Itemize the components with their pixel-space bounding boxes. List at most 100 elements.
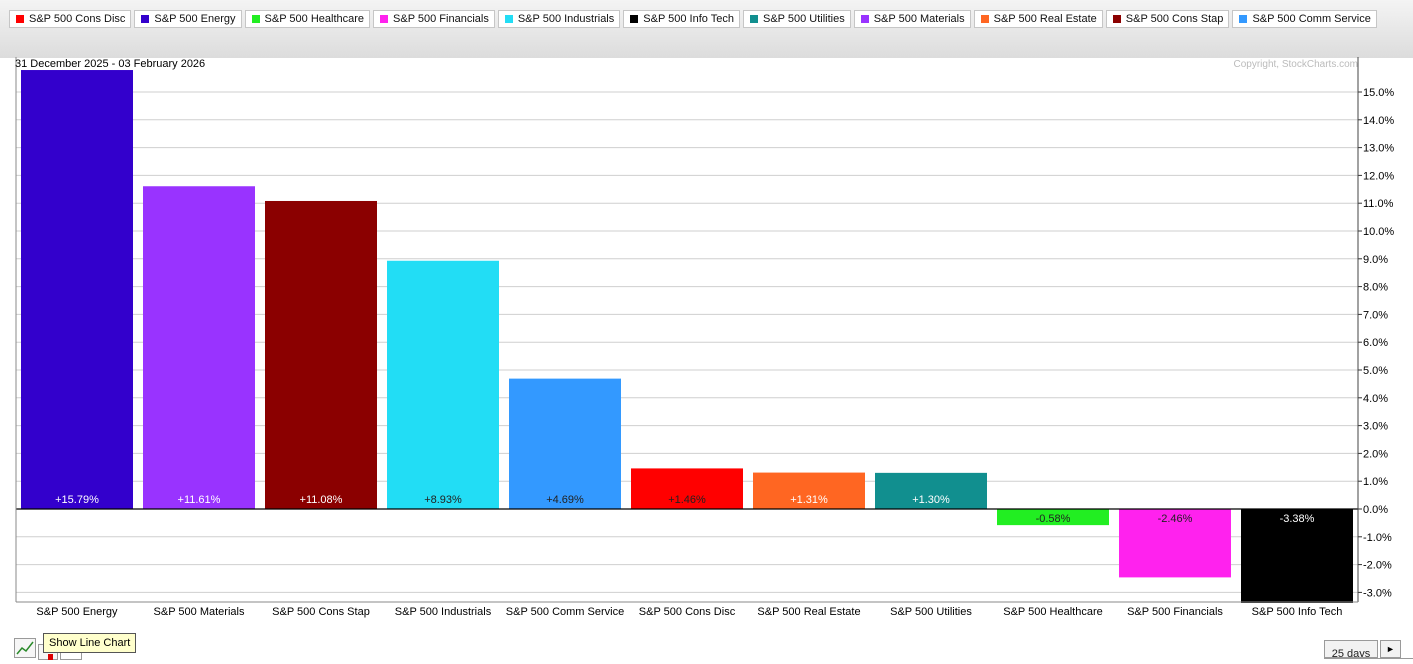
legend-swatch: [630, 15, 639, 23]
bar[interactable]: [875, 472, 987, 509]
legend-swatch: [504, 15, 513, 23]
legend-label: S&P 500 Utilities: [762, 13, 845, 25]
value-label: -0.58%: [1036, 513, 1071, 525]
y-tick-label: 6.0%: [1363, 337, 1388, 349]
x-tick-label: S&P 500 Energy: [36, 606, 118, 618]
y-tick-label: -3.0%: [1363, 587, 1392, 599]
y-tick-label: 9.0%: [1363, 254, 1388, 266]
legend-swatch: [749, 15, 758, 23]
value-label: +1.31%: [790, 494, 828, 506]
legend-swatch: [251, 15, 260, 23]
y-tick-label: 13.0%: [1363, 143, 1394, 155]
legend-item[interactable]: S&P 500 Cons Stap: [1105, 10, 1230, 28]
legend-label: S&P 500 Industrials: [517, 13, 615, 25]
y-tick-labels: 15.0% 14.0% 13.0% 12.0% 11.0% 10.0% 9.0% 8.0% 7.…: [1363, 87, 1394, 599]
tooltip: Show Line Chart: [43, 633, 137, 653]
bar[interactable]: [387, 260, 499, 509]
x-tick-labels: S&P 500 Energy S&P 500 Materials S&P 500 C…: [36, 606, 1342, 618]
y-tick-label: 1.0%: [1363, 476, 1388, 488]
y-tick-label: 14.0%: [1363, 115, 1394, 127]
x-tick-label: S&P 500 Financials: [1127, 606, 1223, 618]
value-label: +1.30%: [912, 494, 950, 506]
x-tick-label: S&P 500 Industrials: [395, 606, 492, 618]
y-tick-label: 12.0%: [1363, 170, 1394, 182]
y-tick-label: 5.0%: [1363, 365, 1388, 377]
legend-label: S&P 500 Energy: [154, 13, 236, 25]
value-label: +1.46%: [668, 494, 706, 506]
line-chart-button[interactable]: [14, 638, 36, 658]
bar-chart-icon: [48, 654, 53, 660]
legend-item[interactable]: S&P 500 Comm Service: [1232, 10, 1377, 28]
divider: [1324, 658, 1413, 659]
copyright: Copyright, StockCharts.com: [1234, 59, 1359, 70]
line-chart-icon: [16, 641, 34, 655]
value-label: +4.69%: [546, 494, 584, 506]
bar[interactable]: [21, 70, 133, 510]
y-tick-label: 0.0%: [1363, 504, 1388, 516]
legend-label: S&P 500 Comm Service: [1252, 13, 1371, 25]
date-range: 31 December 2025 - 03 February 2026: [15, 58, 205, 70]
legend-item[interactable]: S&P 500 Materials: [853, 10, 971, 28]
legend-swatch: [980, 15, 989, 23]
legend-label: S&P 500 Financials: [393, 13, 489, 25]
y-tick-label: 15.0%: [1363, 87, 1394, 99]
y-tick-label: 2.0%: [1363, 448, 1388, 460]
y-tick-label: 7.0%: [1363, 309, 1388, 321]
bar[interactable]: [997, 509, 1109, 526]
legend-label: S&P 500 Info Tech: [643, 13, 734, 25]
bar[interactable]: [265, 200, 377, 509]
y-tick-label: 3.0%: [1363, 421, 1388, 433]
y-tick-label: -1.0%: [1363, 532, 1392, 544]
value-label: -2.46%: [1158, 513, 1193, 525]
legend-swatch: [16, 15, 24, 23]
x-tick-label: S&P 500 Cons Disc: [639, 606, 736, 618]
bar[interactable]: [1119, 509, 1231, 578]
legend-label: S&P 500 Materials: [873, 13, 965, 25]
legend-swatch: [1239, 15, 1248, 23]
x-tick-label: S&P 500 Utilities: [890, 606, 972, 618]
legend-item[interactable]: S&P 500 Healthcare: [244, 10, 371, 28]
x-tick-label: S&P 500 Info Tech: [1252, 606, 1343, 618]
x-tick-label: S&P 500 Cons Stap: [272, 606, 370, 618]
bars: [21, 70, 1353, 603]
value-label: +8.93%: [424, 494, 462, 506]
value-label: -3.38%: [1280, 513, 1315, 525]
bar[interactable]: [753, 472, 865, 509]
legend-items: S&P 500 Cons Disc S&P 500 Energy S&P 500 H…: [9, 10, 1380, 28]
legend-item[interactable]: S&P 500 Real Estate: [973, 10, 1103, 28]
legend-item[interactable]: S&P 500 Utilities: [742, 10, 851, 28]
legend-item[interactable]: S&P 500 Industrials: [497, 10, 621, 28]
bar[interactable]: [1241, 509, 1353, 603]
legend-item[interactable]: S&P 500 Info Tech: [623, 10, 740, 28]
x-tick-label: S&P 500 Real Estate: [757, 606, 860, 618]
legend-item[interactable]: S&P 500 Cons Disc: [9, 10, 132, 28]
y-tick-label: 11.0%: [1363, 198, 1394, 210]
x-tick-label: S&P 500 Healthcare: [1003, 606, 1102, 618]
legend-bar: S&P 500 Cons Disc S&P 500 Energy S&P 500 H…: [0, 0, 1413, 58]
y-tick-label: 8.0%: [1363, 282, 1388, 294]
legend-item[interactable]: S&P 500 Energy: [134, 10, 242, 28]
legend-swatch: [380, 15, 389, 23]
x-tick-label: S&P 500 Comm Service: [506, 606, 624, 618]
axes: [15, 57, 1359, 603]
value-label: +11.61%: [178, 494, 221, 506]
next-period-button[interactable]: ►: [1380, 640, 1401, 658]
bar[interactable]: [509, 378, 621, 509]
legend-label: S&P 500 Real Estate: [993, 13, 1097, 25]
bar[interactable]: [143, 186, 255, 509]
x-tick-label: S&P 500 Materials: [154, 606, 245, 618]
y-tick-label: 4.0%: [1363, 393, 1388, 405]
legend-swatch: [860, 15, 869, 23]
legend-label: S&P 500 Healthcare: [264, 13, 365, 25]
legend-swatch: [1112, 15, 1121, 23]
legend-label: S&P 500 Cons Disc: [29, 13, 126, 25]
period-select[interactable]: 25 days: [1324, 640, 1378, 658]
value-labels: +15.79% +11.61% +11.08% +8.93% +4.69% +1.46% +…: [55, 494, 1315, 525]
legend-label: S&P 500 Cons Stap: [1125, 13, 1224, 25]
y-tick-label: -2.0%: [1363, 560, 1392, 572]
bar[interactable]: [631, 468, 743, 509]
play-icon: ►: [1386, 644, 1395, 654]
legend-item[interactable]: S&P 500 Financials: [373, 10, 495, 28]
value-label: +15.79%: [55, 494, 99, 506]
